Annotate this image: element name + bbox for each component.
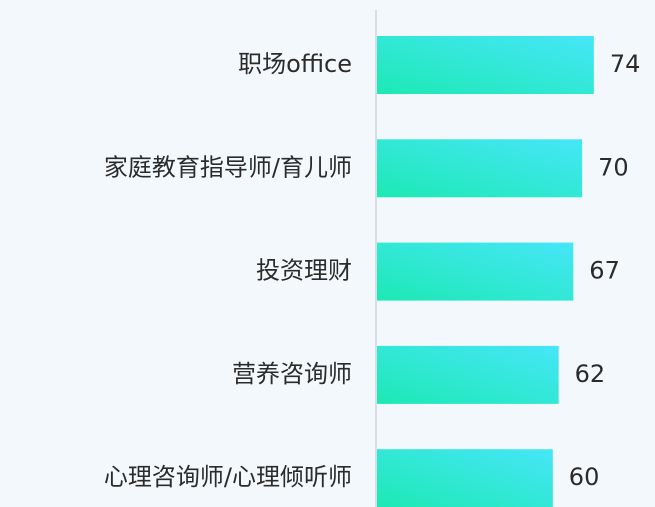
value-label: 70 — [598, 153, 629, 181]
category-label: 心理咨询师/心理倾听师 — [104, 463, 352, 491]
bar — [377, 36, 594, 94]
category-label: 营养咨询师 — [232, 360, 352, 388]
value-label: 62 — [575, 360, 606, 388]
bar — [377, 242, 574, 301]
category-label: 职场office — [238, 50, 352, 78]
value-label: 60 — [569, 463, 600, 491]
value-label: 67 — [589, 257, 620, 285]
category-label: 家庭教育指导师/育儿师 — [104, 153, 352, 181]
bar — [377, 449, 553, 507]
bar — [377, 139, 583, 198]
bar — [377, 345, 559, 404]
category-label: 投资理财 — [256, 257, 352, 285]
value-label: 74 — [610, 50, 641, 78]
